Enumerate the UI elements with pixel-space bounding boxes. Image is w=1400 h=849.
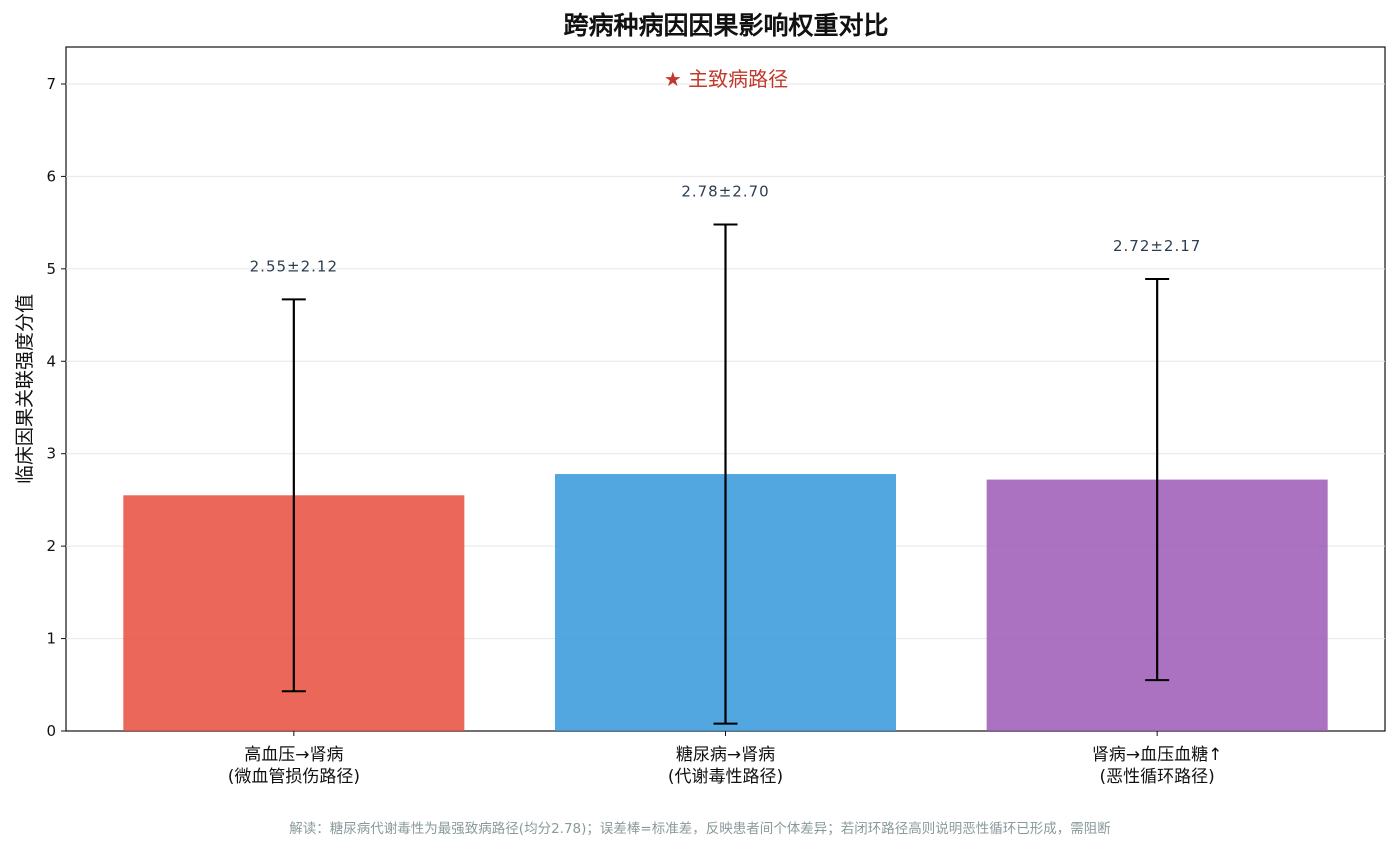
x-tick-label-2-line-1: 糖尿病→肾病	[676, 745, 775, 765]
y-tick-label-3: 3	[46, 445, 56, 463]
y-tick-label-5: 5	[46, 260, 56, 278]
data-labels: 2.55±2.12 2.78±2.70 2.72±2.17	[250, 182, 1201, 275]
x-tick-label-1-line-1: 高血压→肾病	[244, 745, 343, 765]
y-tick-label-0: 0	[46, 722, 56, 740]
main-path-annotation: ★ 主致病路径	[664, 67, 788, 91]
y-tick-label-7: 7	[46, 75, 56, 93]
y-tick-label-6: 6	[46, 167, 56, 185]
y-axis-label: 临床因果关联强度分值	[14, 294, 36, 484]
error-bars	[281, 223, 1170, 725]
x-tick-label-2-line-2: (代谢毒性路径)	[668, 767, 783, 787]
y-axis-ticks: 0 1 2 3 4 5 6 7	[46, 75, 66, 740]
y-tick-label-1: 1	[46, 630, 56, 648]
x-tick-label-3-line-1: 肾病→血压血糖↑	[1092, 745, 1223, 765]
data-label-1: 2.55±2.12	[250, 257, 338, 275]
x-tick-label-1-line-2: (微血管损伤路径)	[228, 767, 360, 787]
data-label-2: 2.78±2.70	[681, 182, 769, 200]
x-axis-ticks: 高血压→肾病(微血管损伤路径) 糖尿病→肾病(代谢毒性路径) 肾病→血压血糖↑(恶性…	[228, 731, 1223, 787]
x-tick-label-3-line-2: (恶性循环路径)	[1100, 767, 1215, 787]
data-label-3: 2.72±2.17	[1113, 237, 1201, 255]
y-tick-label-2: 2	[46, 537, 56, 555]
y-tick-label-4: 4	[46, 352, 56, 370]
chart-title: 跨病种病因因果影响权重对比	[563, 11, 888, 40]
footnote: 解读：糖尿病代谢毒性为最强致病路径(均分2.78)；误差棒=标准差，反映患者间个…	[289, 820, 1110, 837]
